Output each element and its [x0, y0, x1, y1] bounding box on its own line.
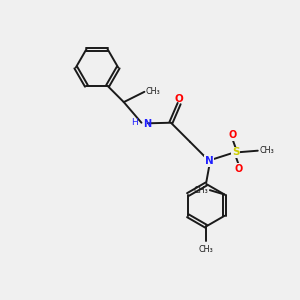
Text: S: S [232, 147, 239, 157]
Text: CH₃: CH₃ [199, 244, 214, 253]
Text: H: H [131, 118, 138, 127]
Text: O: O [229, 130, 237, 140]
Text: CH₃: CH₃ [146, 87, 160, 96]
Text: CH₃: CH₃ [259, 146, 274, 155]
Text: N: N [205, 156, 214, 166]
Text: CH₃: CH₃ [194, 186, 208, 195]
Text: N: N [143, 119, 151, 129]
Text: O: O [235, 164, 243, 174]
Text: O: O [175, 94, 184, 104]
